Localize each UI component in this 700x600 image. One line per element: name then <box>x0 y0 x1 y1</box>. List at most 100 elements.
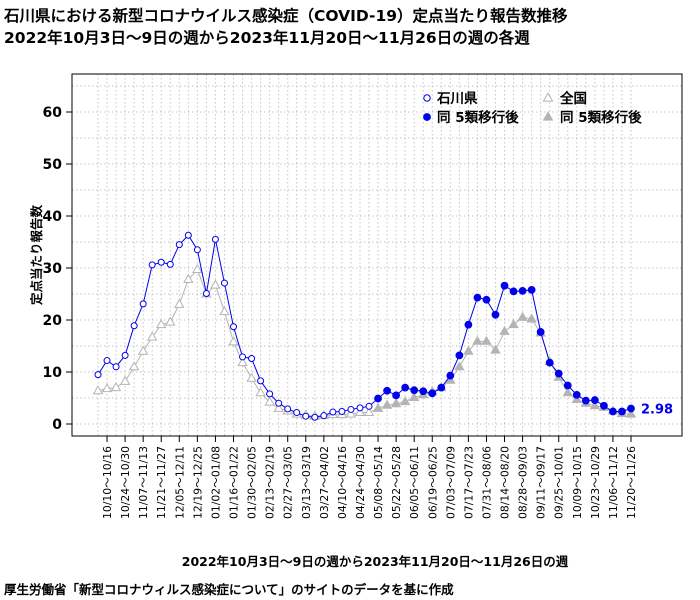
national-point <box>156 319 167 329</box>
national-post-point <box>508 319 519 329</box>
legend-label-national: 全国 <box>559 90 587 107</box>
x-tick-label: 02/13～02/19 <box>264 446 277 519</box>
ishikawa-post-point <box>500 281 509 290</box>
x-tick-label: 10/24～10/30 <box>119 446 132 519</box>
national-series-line <box>97 268 632 417</box>
x-tick-label: 02/27～03/05 <box>282 446 295 519</box>
national-post-point <box>589 400 601 410</box>
x-tick-label: 01/16～01/22 <box>228 446 241 519</box>
ishikawa-post-point <box>455 351 464 360</box>
national-post-point <box>517 311 528 321</box>
national-point <box>237 357 248 367</box>
national-point <box>165 316 176 326</box>
national-post-point <box>454 361 465 371</box>
national-point <box>228 336 239 346</box>
ishikawa-point <box>302 412 310 420</box>
x-tick-label: 03/27～04/02 <box>318 446 331 519</box>
national-point <box>219 306 230 316</box>
ishikawa-point <box>293 409 301 417</box>
legend-label-ishikawa-post: 同 5類移行後 <box>437 109 519 126</box>
ishikawa-point <box>166 260 174 268</box>
y-tick-label: 40 <box>43 209 63 225</box>
x-tick-label: 11/07～11/13 <box>137 446 150 519</box>
x-tick-label: 07/17～07/23 <box>462 446 475 519</box>
ishikawa-post-point <box>536 328 545 336</box>
national-point <box>192 263 203 274</box>
national-point <box>255 387 266 397</box>
x-tick-label: 07/31～08/06 <box>480 446 493 519</box>
ishikawa-post-point <box>627 404 635 413</box>
national-point <box>128 361 140 371</box>
national-point <box>210 279 221 289</box>
ishikawa-post-point <box>383 386 391 395</box>
legend-label-ishikawa: 石川県 <box>436 91 478 107</box>
ishikawa-point <box>112 363 120 371</box>
ishikawa-point <box>230 323 238 331</box>
x-tick-label: 10/10～10/16 <box>101 446 114 519</box>
national-post-point <box>562 387 573 397</box>
x-tick-label: 04/24～04/30 <box>354 446 367 519</box>
x-tick-label: 04/10～04/16 <box>336 446 349 519</box>
source-note: 厚生労働省「新型コロナウィルス感染症について」のサイトのデータを基に作成 <box>4 582 454 597</box>
national-point <box>174 298 185 308</box>
ishikawa-point <box>184 231 192 239</box>
ishikawa-point <box>257 377 265 385</box>
chart-title: 石川県における新型コロナウイルス感染症（COVID-19）定点当たり報告数推移 <box>4 7 568 25</box>
national-post-point <box>408 391 420 401</box>
national-post-point <box>390 398 402 408</box>
x-axis-title: 2022年10月3日～9日の週から2023年11月20日～11月26日の週 <box>182 554 569 569</box>
last-value-label: 2.98 <box>641 403 673 418</box>
national-point <box>183 273 194 283</box>
ishikawa-post-point <box>437 383 446 392</box>
ishikawa-post-point <box>446 371 455 380</box>
national-post-point <box>381 399 393 409</box>
ishikawa-post-point <box>374 394 382 403</box>
ishikawa-point <box>175 241 183 249</box>
ishikawa-post-point <box>428 389 437 398</box>
x-tick-label: 07/03～07/09 <box>444 446 457 519</box>
ishikawa-post-point <box>590 396 599 404</box>
national-point <box>345 408 357 418</box>
legend-label-national-post: 同 5類移行後 <box>560 109 642 126</box>
y-tick-label: 0 <box>52 417 62 433</box>
ishikawa-point <box>202 289 210 297</box>
ishikawa-post-point <box>527 285 536 294</box>
ishikawa-post-point <box>392 391 401 400</box>
y-tick-label: 30 <box>43 261 63 277</box>
national-point <box>354 406 366 417</box>
national-point <box>273 402 284 412</box>
ishikawa-post-point <box>618 407 626 416</box>
ishikawa-point <box>311 413 319 421</box>
national-point <box>264 396 275 406</box>
ishikawa-point <box>239 353 247 361</box>
ishikawa-point <box>220 279 228 287</box>
ishikawa-point <box>94 371 102 379</box>
y-tick-label: 20 <box>43 313 63 329</box>
ishikawa-point <box>193 246 201 254</box>
x-tick-label: 05/22～05/28 <box>390 446 403 519</box>
y-tick-label: 10 <box>43 365 63 381</box>
ishikawa-point <box>275 399 283 407</box>
y-tick-label: 60 <box>43 105 63 121</box>
ishikawa-post-point <box>599 401 608 410</box>
y-axis-title: 定点当たり報告数 <box>29 205 44 307</box>
x-tick-label: 10/09～10/15 <box>571 446 584 519</box>
national-point <box>110 381 122 392</box>
ishikawa-post-point <box>491 310 500 319</box>
ishikawa-point <box>121 351 129 359</box>
chart-subtitle: 2022年10月3日～9日の週から2023年11月20日～11月26日の週の各週 <box>4 29 530 47</box>
ishikawa-post-point <box>554 369 563 378</box>
ishikawa-point <box>320 412 328 420</box>
ishikawa-point <box>356 404 364 412</box>
national-post-point <box>481 335 492 345</box>
national-post-point <box>490 344 501 354</box>
x-tick-label: 05/08～05/14 <box>372 446 385 519</box>
x-tick-label: 10/23～10/29 <box>589 446 602 519</box>
ishikawa-post-point <box>464 320 473 329</box>
ishikawa-point <box>130 322 138 330</box>
x-tick-label: 08/28～09/03 <box>517 446 530 519</box>
ishikawa-point <box>338 408 346 416</box>
x-tick-label: 06/05～06/11 <box>408 446 421 519</box>
legend-marker-national-post <box>542 111 554 121</box>
